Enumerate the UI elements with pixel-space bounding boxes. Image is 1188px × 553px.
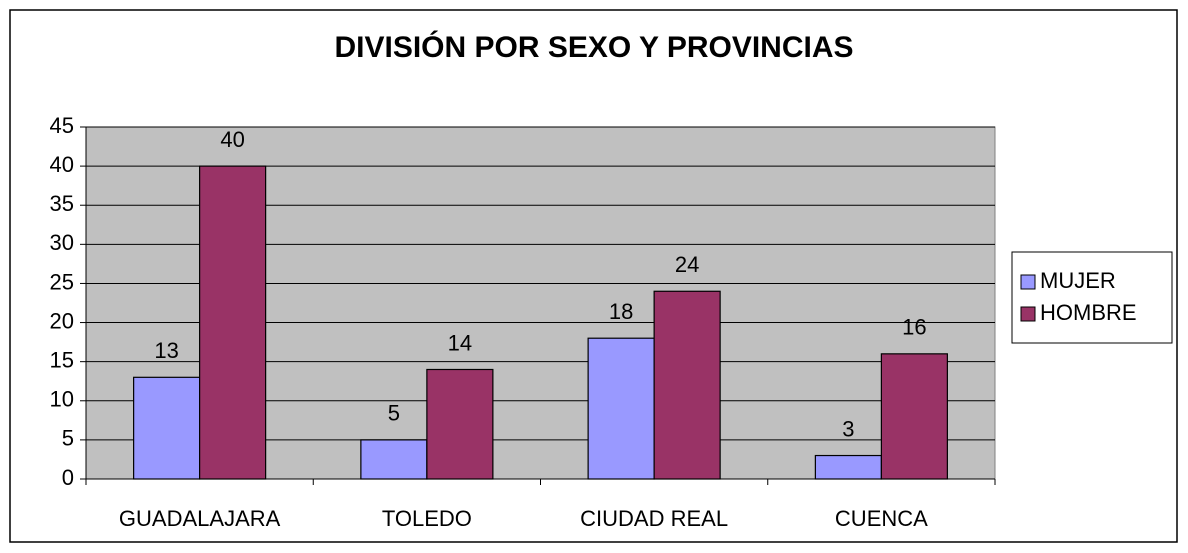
data-label: 13 <box>154 338 178 363</box>
legend-swatch <box>1020 274 1036 290</box>
y-tick-label: 40 <box>50 152 74 177</box>
bar <box>587 337 655 480</box>
legend-label: HOMBRE <box>1040 300 1137 325</box>
data-label: 14 <box>448 330 472 355</box>
data-label: 24 <box>675 252 699 277</box>
y-tick-label: 35 <box>50 191 74 216</box>
data-label: 5 <box>388 401 400 426</box>
x-tick-label: CUENCA <box>835 506 928 531</box>
bar <box>880 353 948 480</box>
y-tick-label: 25 <box>50 269 74 294</box>
data-label: 40 <box>220 127 244 152</box>
legend-swatch <box>1020 306 1036 322</box>
y-tick-label: 5 <box>62 426 74 451</box>
y-tick-label: 15 <box>50 347 74 372</box>
chart-title: DIVISIÓN POR SEXO Y PROVINCIAS <box>334 30 853 64</box>
data-label: 16 <box>902 315 926 340</box>
y-tick-label: 10 <box>50 387 74 412</box>
bar <box>814 454 882 480</box>
y-tick-label: 20 <box>50 308 74 333</box>
bar <box>199 165 267 480</box>
x-tick-label: GUADALAJARA <box>119 506 281 531</box>
y-tick-label: 45 <box>50 113 74 138</box>
legend <box>1011 251 1173 344</box>
bar <box>653 290 721 480</box>
y-tick-label: 30 <box>50 230 74 255</box>
y-tick-label: 0 <box>62 465 74 490</box>
bar <box>133 376 201 480</box>
legend-label: MUJER <box>1040 268 1116 293</box>
bar <box>360 439 428 480</box>
x-tick-label: CIUDAD REAL <box>580 506 728 531</box>
data-label: 3 <box>842 416 854 441</box>
x-tick-label: TOLEDO <box>382 506 472 531</box>
bar <box>426 368 494 480</box>
data-label: 18 <box>609 299 633 324</box>
